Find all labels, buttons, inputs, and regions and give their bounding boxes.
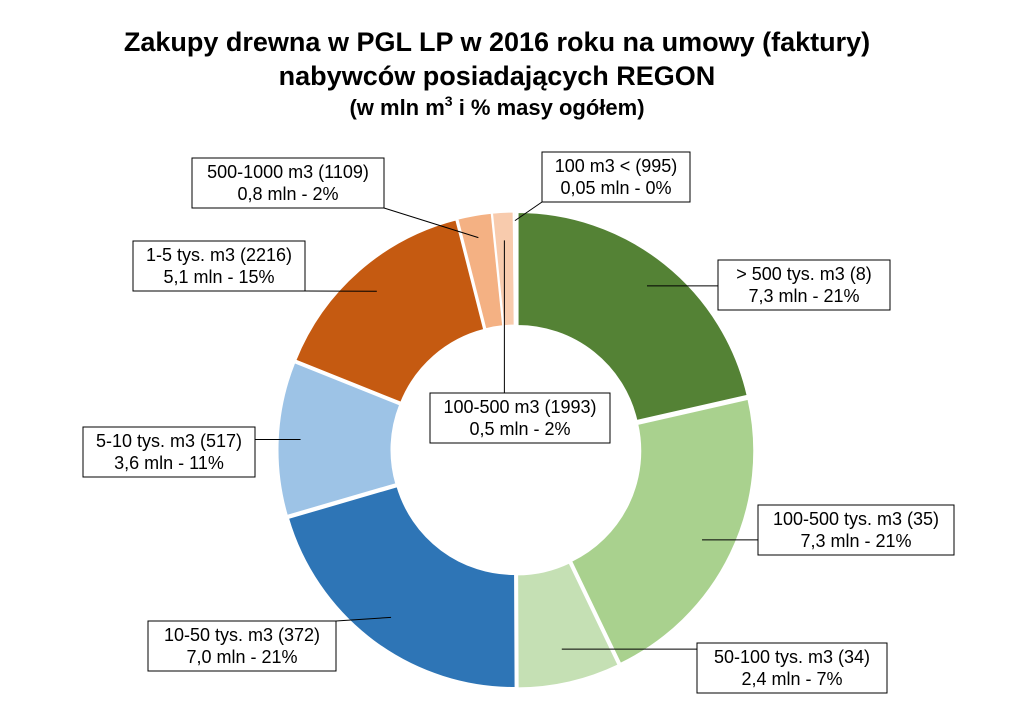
slice-label-category: 1-5 tys. m3 (2216)	[146, 245, 292, 265]
slice-label-value: 7,3 mln - 21%	[800, 531, 911, 551]
pie-slice	[286, 484, 517, 690]
slice-label-box	[132, 240, 306, 292]
leader-line	[335, 616, 392, 622]
leader-line	[514, 201, 543, 222]
slice-label-value: 7,0 mln - 21%	[186, 647, 297, 667]
slice-label: 100-500 tys. m3 (35)7,3 mln - 21%	[757, 504, 955, 556]
slice-label: 100 m3 < (995)0,05 mln - 0%	[541, 151, 691, 203]
pie-slice	[516, 561, 621, 690]
slice-label: > 500 tys. m3 (8)7,3 mln - 21%	[717, 259, 891, 311]
slice-label-box	[541, 151, 691, 203]
slice-label: 50-100 tys. m3 (34)2,4 mln - 7%	[696, 642, 888, 694]
pie-slice	[512, 210, 517, 327]
chart-title: Zakupy drewna w PGL LP w 2016 roku na um…	[124, 27, 870, 57]
slice-label-category: 10-50 tys. m3 (372)	[164, 625, 320, 645]
pie-slice	[293, 218, 486, 405]
slice-label-value: 7,3 mln - 21%	[748, 286, 859, 306]
slice-label-value: 2,4 mln - 7%	[741, 669, 842, 689]
slice-label: 10-50 tys. m3 (372)7,0 mln - 21%	[147, 620, 337, 672]
slice-label-category: 100 m3 < (995)	[555, 156, 678, 176]
slice-label-category: 500-1000 m3 (1109)	[207, 162, 369, 182]
slice-label: 500-1000 m3 (1109)0,8 mln - 2%	[191, 157, 385, 209]
slice-label-category: 50-100 tys. m3 (34)	[714, 647, 870, 667]
slice-label-box	[191, 157, 385, 209]
slice-label-box	[757, 504, 955, 556]
slice-label-category: > 500 tys. m3 (8)	[736, 264, 872, 284]
slice-label: 100-500 m3 (1993)0,5 mln - 2%	[429, 392, 611, 444]
labels-group: > 500 tys. m3 (8)7,3 mln - 21%100-500 ty…	[82, 151, 955, 694]
slice-label-category: 100-500 tys. m3 (35)	[773, 509, 939, 529]
chart-subtitle: nabywców posiadających REGON	[279, 61, 716, 91]
pie-slice	[569, 397, 756, 666]
chart-subtitle-units: (w mln m3 i % masy ogółem)	[349, 93, 644, 120]
slice-label-value: 3,6 mln - 11%	[114, 453, 224, 473]
slice-label-box	[696, 642, 888, 694]
leader-line	[383, 207, 479, 239]
pie-slice	[276, 360, 402, 518]
slice-label: 1-5 tys. m3 (2216)5,1 mln - 15%	[132, 240, 306, 292]
pie-slice	[516, 211, 749, 423]
slice-label-box	[147, 620, 337, 672]
slices-group	[276, 210, 756, 690]
slice-label-value: 0,5 mln - 2%	[469, 419, 570, 439]
slice-label-box	[717, 259, 891, 311]
slice-label-value: 5,1 mln - 15%	[163, 267, 274, 287]
slice-label-category: 5-10 tys. m3 (517)	[96, 431, 242, 451]
slice-label-value: 0,05 mln - 0%	[560, 178, 671, 198]
slice-label-value: 0,8 mln - 2%	[237, 184, 338, 204]
slice-label: 5-10 tys. m3 (517)3,6 mln - 11%	[82, 426, 256, 478]
slice-label-box	[82, 426, 256, 478]
slice-label-category: 100-500 m3 (1993)	[443, 397, 596, 417]
leaders-group	[255, 201, 758, 650]
slice-label-box	[429, 392, 611, 444]
